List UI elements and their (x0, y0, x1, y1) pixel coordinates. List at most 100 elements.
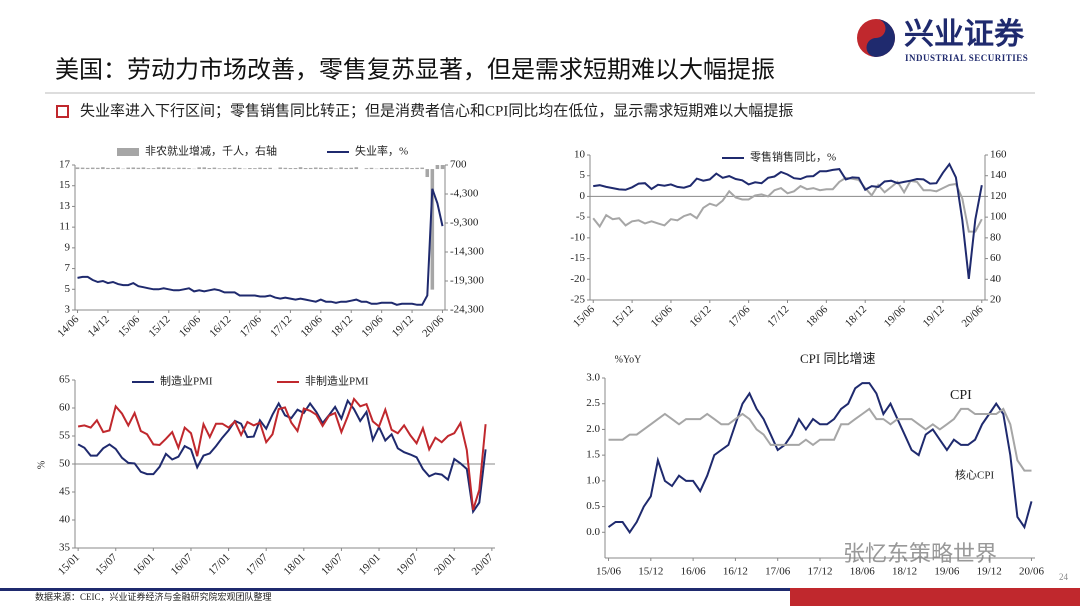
bar (425, 169, 430, 178)
y-tick-label: 1.5 (586, 449, 600, 461)
x-tick-label: 17/06 (238, 313, 265, 340)
x-tick-label: 16/06 (649, 303, 676, 330)
bar (227, 168, 232, 170)
y2-tick-label: 100 (990, 211, 1007, 223)
bar (379, 167, 384, 170)
y2-tick-label: 60 (990, 252, 1002, 264)
bar (415, 167, 419, 170)
y2-tick-label: 40 (990, 273, 1002, 285)
x-tick-label: 17/12 (268, 313, 294, 339)
bar (435, 165, 440, 170)
x-tick-label: 17/12 (765, 303, 791, 329)
bar (217, 168, 222, 170)
bar (136, 167, 141, 170)
bar (248, 168, 252, 170)
bar (298, 167, 303, 170)
y-tick-label: 60 (59, 402, 71, 414)
y-tick-label: -15 (570, 252, 585, 264)
bar (96, 167, 100, 170)
bar (440, 165, 445, 170)
x-tick-label: 16/12 (687, 303, 713, 329)
bar (384, 167, 389, 170)
bar (141, 167, 146, 170)
bar (207, 168, 212, 170)
line-series (77, 397, 487, 511)
bar (344, 167, 348, 170)
y-tick-label: 45 (59, 486, 71, 498)
y-tick-label: 55 (59, 430, 71, 442)
subtitle: 失业率进入下行区间；零售销售同比转正；但是消费者信心和CPI同比均在低位，显示需… (80, 102, 793, 119)
bar (111, 167, 115, 170)
bar (303, 168, 308, 170)
legend-label: 制造业PMI (160, 374, 213, 388)
bullet (56, 105, 69, 118)
slide-title: 美国：劳动力市场改善，零售复苏显著，但是需求短期难以大幅提振 (55, 57, 775, 84)
legend-label: 非农就业增减，千人，右轴 (145, 144, 277, 158)
bar (293, 168, 298, 170)
x-tick-label: 19/06 (882, 303, 909, 330)
y-tick-label: 65 (59, 374, 71, 386)
y-tick-label: 0.0 (586, 526, 600, 538)
y2-tick-label: 120 (990, 190, 1007, 202)
bar (410, 167, 414, 170)
x-tick-label: 15/12 (610, 303, 636, 329)
legend-label: 零售销售同比，% (750, 150, 836, 164)
y2-tick-label: 20 (990, 294, 1002, 306)
bar (258, 167, 262, 170)
y-tick-label: -5 (576, 211, 586, 223)
bar (177, 167, 181, 170)
bar (212, 167, 217, 170)
bar (80, 167, 85, 170)
source: 数据来源：CEIC，兴业证券经济与金融研究院宏观团队整理 (35, 591, 272, 602)
bar (75, 167, 80, 170)
y-tick-label: 10 (574, 149, 586, 161)
bar (202, 167, 207, 170)
logo-text: 兴业证券 (904, 18, 1025, 51)
x-tick-label: 18/06 (850, 566, 876, 578)
y2-tick-label: 80 (990, 231, 1002, 243)
bar (151, 168, 156, 170)
y-tick-label: -20 (570, 273, 585, 285)
x-tick-label: 14/06 (55, 313, 82, 340)
x-tick-label: 15/12 (146, 313, 172, 339)
bar (283, 167, 288, 170)
bar (116, 167, 120, 170)
x-tick-label: 18/06 (299, 313, 326, 340)
bar (166, 167, 171, 170)
x-tick-label: 19/01 (357, 551, 383, 577)
bar (156, 167, 161, 170)
x-tick-label: 18/06 (804, 303, 831, 330)
line-series (593, 162, 983, 280)
y-tick-label: 2.0 (586, 423, 600, 435)
y-tick-label: 0 (580, 190, 586, 202)
bar (101, 167, 105, 170)
y2-tick-label: 160 (990, 149, 1007, 161)
y-tick-label: 40 (59, 514, 71, 526)
x-tick-label: 17/07 (244, 551, 271, 578)
x-tick-label: 19/12 (921, 303, 947, 329)
x-tick-label: 20/07 (470, 551, 497, 578)
x-tick-label: 18/01 (282, 551, 308, 577)
x-tick-label: 15/01 (56, 551, 82, 577)
bar (420, 167, 424, 170)
y-tick-label: 50 (59, 458, 71, 470)
x-tick-label: 19/07 (394, 551, 421, 578)
y2-tick-label: -24,300 (450, 304, 484, 316)
y-tick-label: 15 (59, 179, 71, 191)
x-tick-label: 17/06 (765, 566, 791, 578)
bar (349, 167, 354, 170)
bar (364, 168, 369, 170)
y2-tick-label: -14,300 (450, 246, 484, 258)
bar (313, 167, 318, 170)
x-tick-label: 20/01 (432, 551, 458, 577)
x-tick-label: 20/06 (1019, 566, 1045, 578)
x-tick-label: 16/12 (723, 566, 748, 578)
bar (354, 167, 359, 170)
x-tick-label: 19/12 (977, 566, 1002, 578)
legend-label: 非制造业PMI (305, 374, 369, 388)
y-tick-label: 3.0 (586, 372, 600, 384)
annotation: 核心CPI (955, 468, 994, 482)
bar (263, 167, 267, 170)
x-tick-label: 18/12 (843, 303, 869, 329)
